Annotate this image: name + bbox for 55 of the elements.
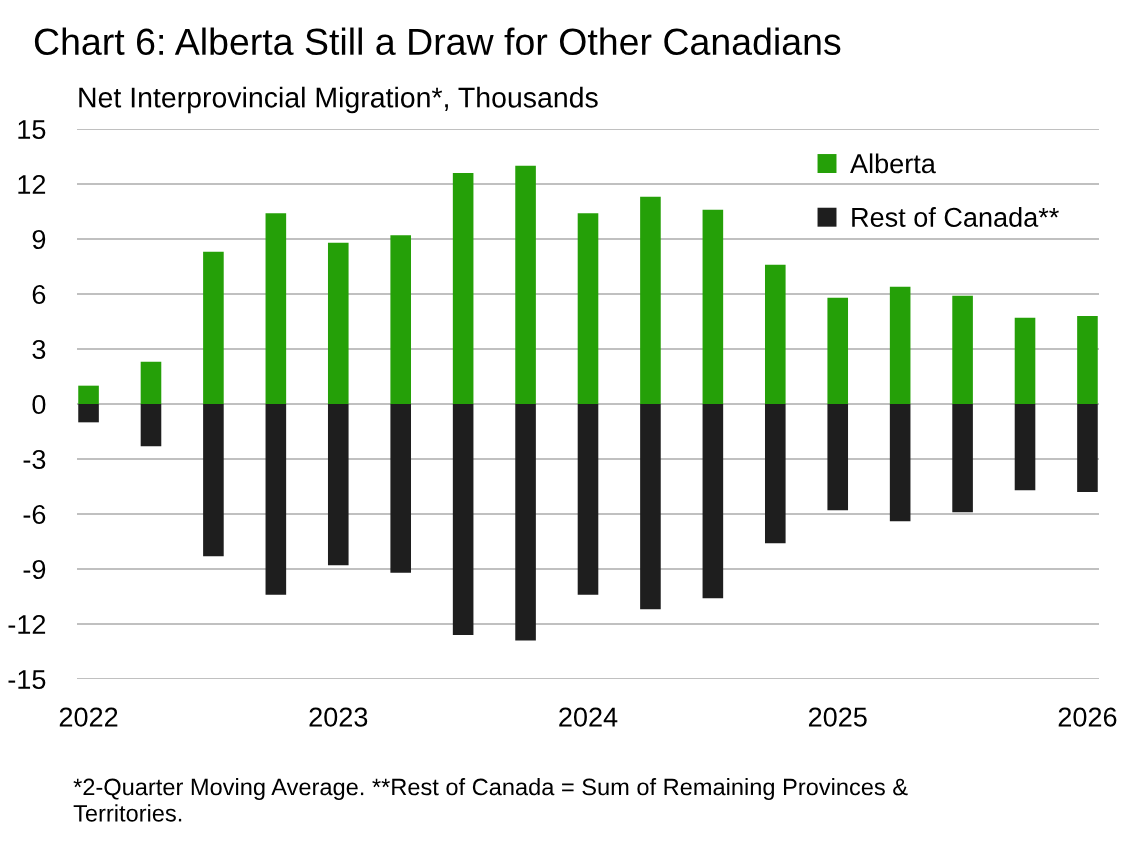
bar: [140, 361, 162, 404]
y-tick-label: -12: [8, 614, 46, 634]
bar: [390, 404, 412, 573]
bar: [390, 235, 412, 404]
bar: [827, 297, 849, 404]
legend-label: Alberta: [850, 153, 936, 174]
bar: [952, 295, 973, 404]
y-tick-label: 0: [32, 394, 46, 415]
bar: [577, 404, 599, 595]
bar: [327, 242, 349, 404]
bar: [577, 213, 599, 404]
y-tick-label: -3: [23, 449, 46, 470]
x-tick-label: 2023: [309, 707, 368, 727]
bar: [78, 385, 99, 404]
bar: [702, 209, 724, 404]
bar: [889, 404, 911, 522]
text: *2-Quarter Moving Average. **Rest of Canada = Sum of Remaining Provinces & Territories.: [73, 778, 908, 822]
bar: [1014, 317, 1036, 404]
bar: [515, 165, 536, 404]
y-tick-label: 15: [18, 120, 46, 140]
bar: [640, 404, 661, 610]
y-tick-label: 3: [32, 339, 46, 360]
x-tick-label: 2022: [59, 707, 118, 727]
bar: [952, 404, 973, 513]
bar: [327, 404, 349, 566]
y-tick-label: 12: [18, 174, 46, 194]
bar: [1014, 404, 1036, 491]
x-tick-label: 2024: [559, 707, 618, 727]
x-tick-label: 2025: [808, 707, 867, 727]
bar: [764, 264, 786, 404]
bar: [452, 173, 474, 404]
y-tick-label: -9: [23, 559, 46, 580]
bar: [140, 404, 162, 447]
bar: [702, 404, 724, 599]
bar: [640, 196, 661, 404]
bar: [827, 404, 849, 511]
bar: [452, 404, 474, 635]
bar: [764, 404, 786, 544]
bar: [203, 404, 224, 557]
bar: [515, 404, 536, 641]
legend-label: Rest of Canada**: [852, 207, 1059, 227]
x-tick-label: 2026: [1058, 707, 1117, 727]
chart-title: Chart 6: Alberta Still a Draw for Other Canadians: [34, 27, 841, 56]
bar: [265, 213, 287, 404]
y-axis-title: Net Interprovincial Migration*, Thousands: [79, 86, 598, 114]
bar: [265, 404, 287, 595]
y-tick-label: -15: [8, 670, 46, 690]
y-tick-label: 9: [32, 229, 46, 250]
bar: [203, 251, 224, 404]
y-tick-label: -6: [23, 504, 46, 525]
bar: [1077, 316, 1098, 404]
bar: [889, 286, 911, 404]
y-tick-label: 6: [32, 284, 46, 305]
bar: [78, 404, 99, 423]
bar: [1077, 404, 1098, 492]
